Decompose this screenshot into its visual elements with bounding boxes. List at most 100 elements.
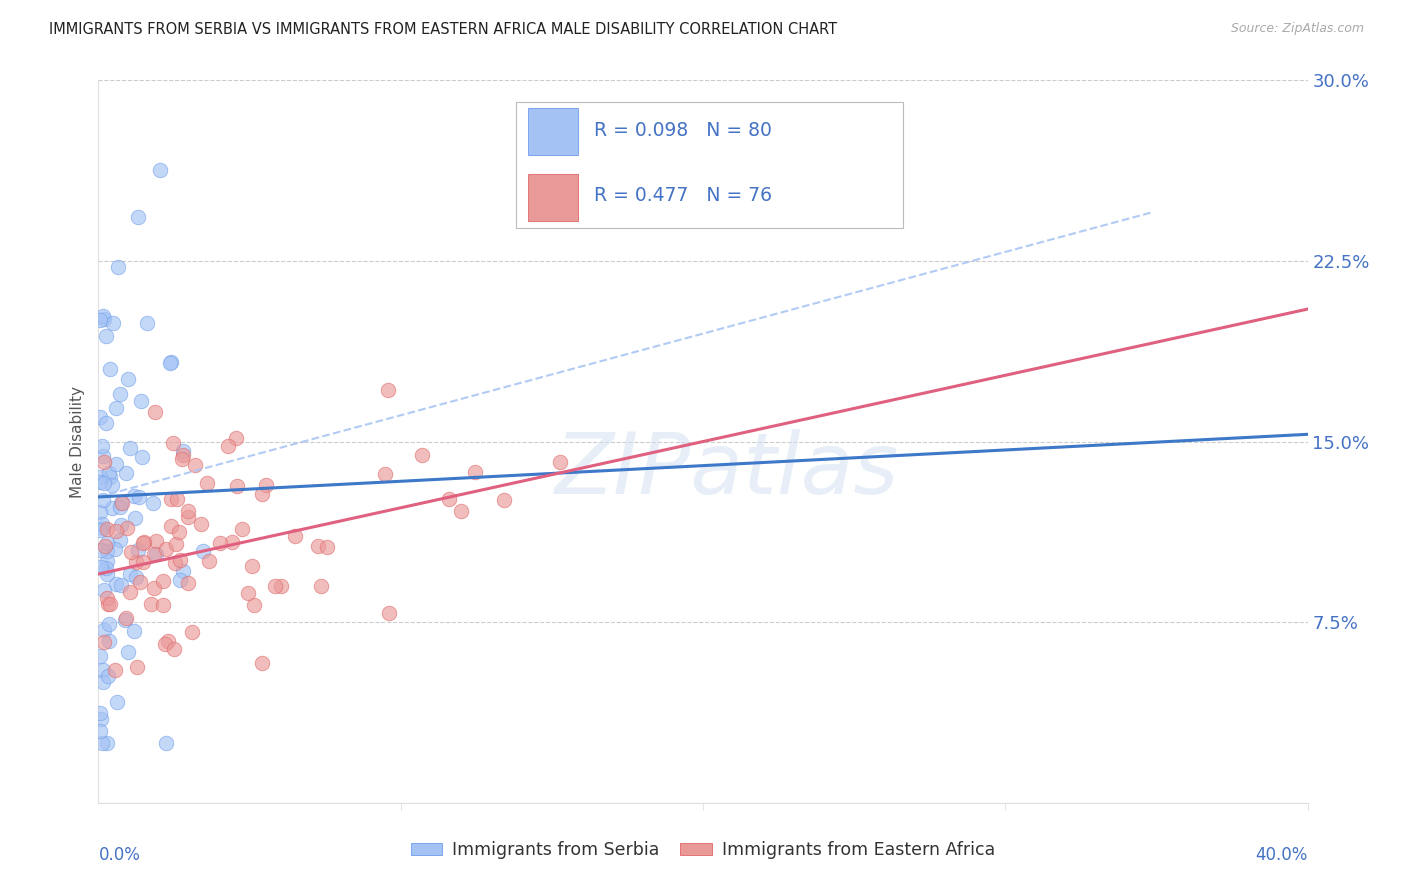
Point: [89, 475, 111, 489]
Point: [145, 534, 167, 549]
Point: [96, 522, 118, 536]
Point: [143, 405, 166, 419]
Point: [225, 431, 247, 445]
Point: [118, 441, 141, 455]
Point: [120, 585, 142, 599]
Point: [309, 580, 332, 594]
Point: [127, 543, 149, 558]
Point: [240, 558, 263, 573]
Point: [89, 312, 111, 326]
Point: [172, 448, 194, 462]
Point: [149, 163, 172, 178]
Point: [155, 541, 177, 556]
Point: [231, 522, 253, 536]
Point: [98, 467, 121, 481]
Point: [250, 486, 273, 500]
Point: [128, 574, 150, 589]
Point: [209, 536, 232, 550]
Point: [125, 556, 148, 570]
Point: [284, 529, 307, 543]
Point: [94, 561, 117, 575]
Point: [160, 519, 183, 533]
Point: [172, 564, 194, 578]
Point: [98, 634, 121, 648]
Point: [115, 467, 138, 481]
Point: [162, 436, 184, 450]
Point: [93, 634, 115, 648]
Point: [101, 500, 124, 515]
Point: [165, 537, 187, 551]
Point: [127, 210, 149, 224]
Point: [120, 567, 142, 582]
Point: [236, 586, 259, 600]
Point: [264, 579, 287, 593]
Point: [90, 560, 112, 574]
Point: [132, 535, 155, 549]
Point: [124, 511, 146, 525]
Point: [97, 669, 120, 683]
Text: IMMIGRANTS FROM SERBIA VS IMMIGRANTS FROM EASTERN AFRICA MALE DISABILITY CORRELA: IMMIGRANTS FROM SERBIA VS IMMIGRANTS FRO…: [49, 22, 838, 37]
Point: [104, 664, 127, 678]
Point: [115, 611, 138, 625]
Point: [122, 489, 145, 503]
Point: [307, 540, 329, 554]
Point: [450, 504, 472, 518]
Point: [96, 554, 118, 568]
Point: [93, 476, 115, 491]
Point: [93, 624, 115, 638]
Point: [105, 401, 128, 416]
Point: [97, 597, 120, 611]
Point: [89, 470, 111, 484]
Point: [96, 544, 118, 558]
FancyBboxPatch shape: [527, 174, 578, 221]
Point: [177, 504, 200, 518]
Point: [152, 574, 174, 589]
Point: [93, 582, 115, 597]
Point: [183, 458, 205, 472]
Point: [98, 361, 121, 376]
Point: [160, 491, 183, 506]
Point: [120, 545, 142, 559]
Point: [172, 451, 194, 466]
Point: [315, 541, 337, 555]
Point: [90, 711, 112, 725]
Point: [91, 521, 114, 535]
Point: [93, 454, 115, 468]
Point: [127, 659, 149, 673]
Point: [492, 493, 515, 508]
Point: [104, 541, 127, 556]
Point: [110, 496, 132, 510]
Point: [136, 316, 159, 330]
Point: [190, 516, 212, 531]
Point: [91, 310, 114, 324]
Point: [152, 599, 174, 613]
Point: [90, 516, 112, 531]
Point: [89, 723, 111, 738]
Point: [195, 476, 218, 491]
Point: [110, 517, 132, 532]
FancyBboxPatch shape: [527, 108, 578, 154]
Point: [89, 706, 111, 720]
Point: [250, 657, 273, 671]
Point: [162, 641, 184, 656]
Point: [378, 606, 401, 620]
Point: [464, 466, 486, 480]
Point: [221, 534, 243, 549]
Point: [108, 387, 131, 401]
Point: [111, 496, 134, 510]
Text: R = 0.098   N = 80: R = 0.098 N = 80: [595, 121, 772, 140]
FancyBboxPatch shape: [516, 102, 903, 228]
Point: [198, 554, 221, 568]
Point: [104, 577, 127, 591]
Point: [129, 393, 152, 408]
Point: [411, 448, 433, 462]
Point: [374, 467, 396, 482]
Point: [94, 539, 117, 553]
Point: [90, 543, 112, 558]
Text: ZIPatlas: ZIPatlas: [555, 429, 900, 512]
Point: [145, 547, 167, 561]
Point: [153, 637, 176, 651]
Point: [96, 591, 118, 605]
Point: [132, 555, 155, 569]
Point: [89, 523, 111, 537]
